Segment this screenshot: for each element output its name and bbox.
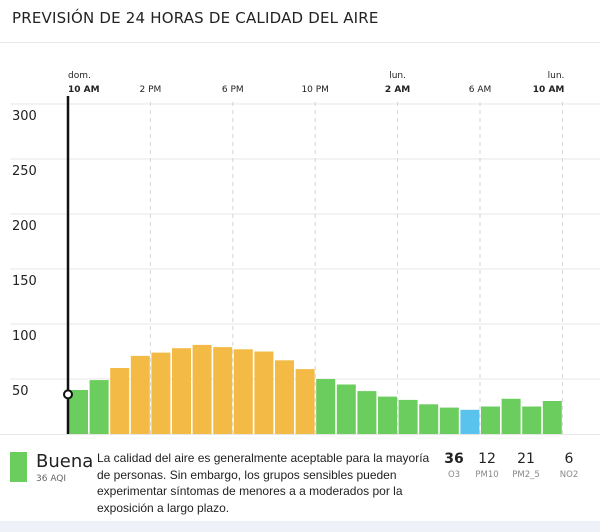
pollutant-name: NO2 [559,470,579,480]
aqi-bar [460,409,480,434]
pollutant-pm10: 12 PM10 [469,451,505,480]
x-tick-day: lun. [389,71,406,81]
aqi-bar [89,380,109,434]
pollutant-pm2-5: 21 PM2_5 [508,451,544,480]
x-tick-time: 10 PM [301,85,329,95]
summary-divider [0,434,600,435]
aqi-bar [110,368,130,434]
title-divider [0,42,600,43]
footer-band [0,521,600,532]
aqi-bar [316,379,336,434]
x-tick-time: 10 AM [533,85,565,95]
aqi-bar [501,398,521,434]
aqi-bar [151,352,171,434]
pollutant-no2: 6 NO2 [551,451,587,480]
aqi-bar [542,401,562,434]
pollutant-value: 36 [444,451,464,467]
y-tick-label: 250 [12,164,37,179]
pollutant-name: PM10 [475,470,499,480]
aqi-bar [130,355,150,434]
aqi-bar [336,384,356,434]
pollutant-value: 21 [517,451,535,467]
aqi-bar [233,349,253,434]
aqi-bar [275,360,294,434]
y-tick-label: 100 [12,329,37,344]
x-tick-time: 6 AM [469,85,492,95]
y-tick-label: 300 [12,109,37,124]
aqi-bar [419,404,439,434]
pollutant-value: 12 [478,451,496,467]
y-tick-label: 150 [12,274,37,289]
aqi-bar [69,390,88,434]
page-title: PREVISIÓN DE 24 HORAS DE CALIDAD DEL AIR… [12,9,379,27]
aqi-bar [254,351,274,434]
pollutant-name: PM2_5 [512,470,540,480]
x-tick-time: 6 PM [222,85,244,95]
aqi-bar [481,406,500,434]
y-tick-label: 200 [12,219,37,234]
x-tick-time: 2 AM [385,85,410,95]
category-label: Buena [36,451,94,472]
aqi-bar [295,369,315,434]
aqi-bar [378,396,397,434]
x-tick-time: 2 PM [140,85,162,95]
category-swatch [10,452,27,482]
aqi-bar [192,344,212,434]
aqi-bar [213,347,233,434]
aqi-value: 36 AQI [36,474,67,484]
x-tick-day: dom. [68,71,91,81]
aqi-bar [357,391,377,434]
pollutant-name: O3 [447,470,461,480]
current-value-marker [63,389,73,400]
y-tick-label: 50 [12,384,29,399]
pollutant-o3: 36 O3 [436,451,472,480]
aqi-bar [398,399,418,434]
pollutant-value: 6 [564,451,574,467]
aqi-bar [522,406,542,434]
aqi-bar [439,407,459,434]
aqi-bar [172,348,191,434]
x-tick-day: lun. [548,71,565,81]
quality-description: La calidad del aire es generalmente acep… [97,451,430,515]
forecast-chart: 50 100 150 200 250 300 dom. 10 AM 2 PM 6 PM 10 PM l… [10,71,600,434]
x-tick-time: 10 AM [68,85,100,95]
